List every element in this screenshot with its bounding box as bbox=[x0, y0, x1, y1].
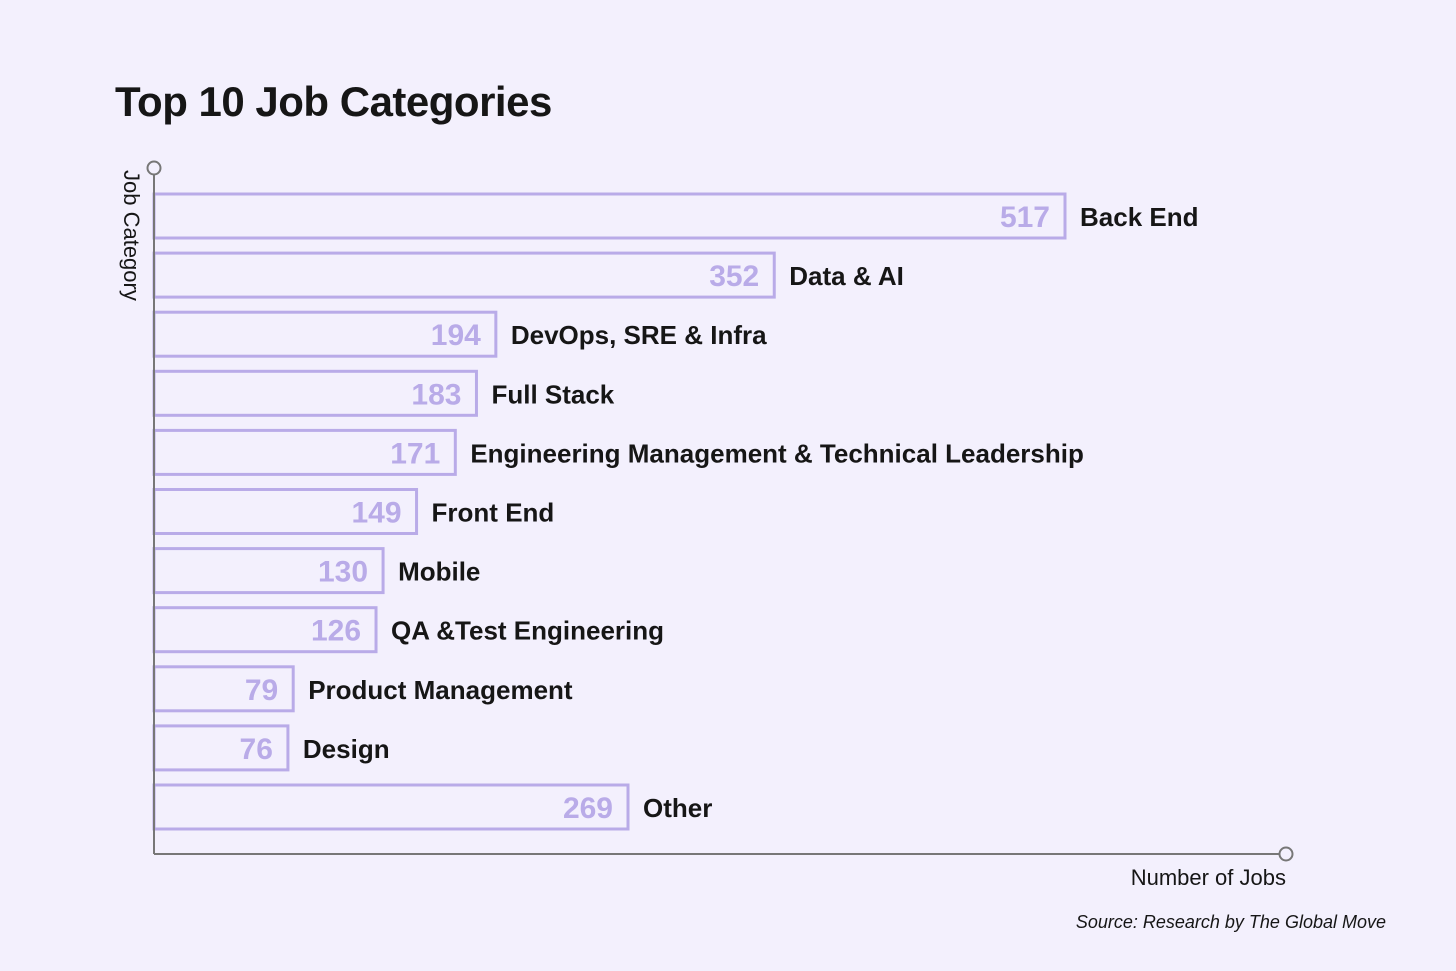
bar bbox=[152, 428, 457, 476]
bar-group: 517 Back End bbox=[152, 192, 1199, 240]
bar-value-label: 171 bbox=[390, 437, 440, 470]
chart-title: Top 10 Job Categories bbox=[115, 78, 552, 125]
bar-category-label: QA &Test Engineering bbox=[391, 616, 664, 646]
bar-value-label: 126 bbox=[311, 615, 361, 648]
source-note: Source: Research by The Global Move bbox=[1075, 912, 1386, 932]
bar-value-label: 183 bbox=[411, 378, 461, 411]
bar-group: 79 Product Management bbox=[152, 665, 573, 713]
x-axis-label: Number of Jobs bbox=[1131, 865, 1286, 890]
bar-value-label: 352 bbox=[709, 260, 759, 293]
bar-category-label: Full Stack bbox=[491, 379, 614, 409]
bars-group: 517 Back End 352 Data & AI 194 DevOps, SRE & … bbox=[152, 192, 1199, 831]
bar bbox=[152, 192, 1067, 240]
bar-category-label: Front End bbox=[432, 498, 555, 528]
bar-group: 130 Mobile bbox=[152, 547, 480, 595]
bar-group: 269 Other bbox=[152, 783, 712, 831]
bar-category-label: DevOps, SRE & Infra bbox=[511, 320, 767, 350]
x-axis-end-marker bbox=[1278, 846, 1294, 862]
bar-group: 183 Full Stack bbox=[152, 369, 615, 417]
bar-category-label: Product Management bbox=[308, 675, 573, 705]
bar-value-label: 130 bbox=[318, 556, 368, 589]
y-axis-label: Job Category bbox=[119, 170, 144, 301]
bar bbox=[152, 665, 295, 713]
bar-group: 352 Data & AI bbox=[152, 251, 904, 299]
bar-group: 149 Front End bbox=[152, 488, 555, 535]
bar-value-label: 76 bbox=[240, 733, 273, 766]
bar-category-label: Design bbox=[303, 734, 390, 764]
bar-category-label: Engineering Management & Technical Leade… bbox=[470, 438, 1084, 468]
bar-category-label: Mobile bbox=[398, 557, 480, 587]
y-axis-end-marker bbox=[146, 160, 162, 176]
bar-value-label: 194 bbox=[431, 319, 481, 352]
bar-group: 171 Engineering Management & Technical Le… bbox=[152, 428, 1084, 476]
bar-category-label: Back End bbox=[1080, 202, 1199, 232]
bar-group: 194 DevOps, SRE & Infra bbox=[152, 310, 767, 358]
bar bbox=[152, 547, 385, 595]
bar-value-label: 517 bbox=[1000, 201, 1050, 234]
bar bbox=[152, 783, 630, 831]
bar-category-label: Data & AI bbox=[789, 261, 904, 291]
bar bbox=[152, 606, 378, 654]
bar-value-label: 79 bbox=[245, 674, 278, 707]
bar-group: 76 Design bbox=[152, 724, 390, 772]
bar bbox=[152, 369, 478, 417]
bar-category-label: Other bbox=[643, 793, 712, 823]
bar-value-label: 269 bbox=[563, 792, 613, 825]
bar bbox=[152, 488, 419, 535]
bar bbox=[152, 310, 498, 358]
bar-value-label: 149 bbox=[351, 497, 401, 530]
bar bbox=[152, 251, 776, 299]
bar-group: 126 QA &Test Engineering bbox=[152, 606, 664, 654]
